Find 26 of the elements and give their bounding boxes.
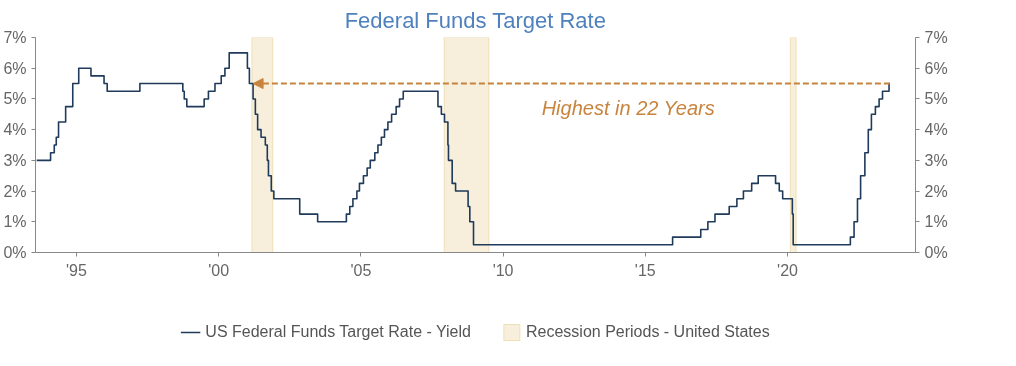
y2-tick-label: 6%: [924, 59, 948, 77]
x-tick-label: '15: [634, 261, 656, 279]
annotation: Highest in 22 Years: [541, 96, 715, 119]
y-tick-label: 5%: [3, 90, 27, 108]
y-tick-label: 2%: [3, 182, 27, 200]
y-tick-label: 6%: [3, 59, 27, 77]
y2-tick-label: 3%: [924, 151, 948, 169]
x-tick-label: '20: [777, 261, 799, 279]
y-tick-label: 3%: [3, 151, 27, 169]
y-tick-label: 0%: [3, 244, 27, 261]
x-tick-label: '95: [66, 261, 87, 279]
y2-tick-label: 1%: [924, 213, 948, 231]
chart-title: Federal Funds Target Rate: [344, 7, 606, 33]
y-tick-label: 7%: [3, 29, 27, 46]
y-tick-label: 1%: [3, 213, 27, 231]
x-tick-label: '10: [492, 261, 514, 279]
legend-label: Recession Periods - United States: [525, 322, 770, 341]
y2-tick-label: 2%: [924, 182, 948, 200]
y2-tick-label: 0%: [924, 244, 948, 261]
x-tick-label: '00: [208, 261, 230, 279]
y2-tick-label: 4%: [924, 121, 948, 139]
y-tick-label: 4%: [3, 121, 27, 139]
y2-tick-label: 7%: [924, 29, 948, 46]
y2-tick-label: 5%: [924, 90, 948, 108]
legend-label: US Federal Funds Target Rate - Yield: [205, 322, 471, 341]
x-tick-label: '05: [350, 261, 372, 279]
